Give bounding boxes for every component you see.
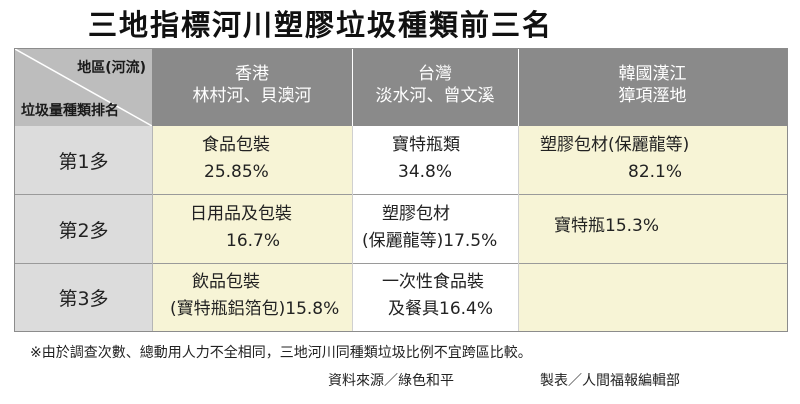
table-row: 第1多 食品包裝 25.85% 寶特瓶類 34.8% 塑膠包材(保麗龍等) 82…: [15, 126, 787, 194]
header-divider: [352, 49, 353, 126]
item-value: (寶特瓶鋁箔包)15.8%: [170, 299, 340, 319]
region-rivers: 獐項溼地: [618, 86, 687, 106]
table-cell: 寶特瓶類 34.8%: [352, 126, 518, 194]
header-corner-cell: 地區(河流) 垃圾量種類排名: [15, 49, 152, 126]
item-value: (保麗龍等)17.5%: [362, 231, 498, 251]
header-hongkong: 香港 林村河、貝澳河: [152, 49, 352, 126]
column-divider: [152, 126, 153, 331]
item-name: 塑膠包材: [382, 204, 450, 224]
column-divider: [518, 126, 519, 331]
region-name: 台灣: [418, 64, 452, 84]
table-row: 第2多 日用品及包裝 16.7% 塑膠包材 (保麗龍等)17.5% 寶特瓶15.…: [15, 195, 787, 263]
header-divider: [518, 49, 519, 126]
region-name: 韓國漢江: [618, 64, 687, 84]
region-rivers: 淡水河、曾文溪: [375, 86, 495, 106]
item-value: 16.7%: [226, 231, 281, 251]
table-cell: 一次性食品裝 及餐具16.4%: [352, 264, 518, 331]
table-maker-credit: 製表／人間福報編輯部: [540, 373, 680, 389]
table-cell-empty: [518, 264, 787, 331]
item-name: 一次性食品裝: [382, 272, 484, 292]
item-value: 25.85%: [204, 162, 269, 182]
item-name: 食品包裝: [202, 135, 270, 155]
item-value: 82.1%: [628, 162, 683, 182]
table-cell: 塑膠包材(保麗龍等) 82.1%: [518, 126, 787, 194]
corner-label-region: 地區(河流): [77, 60, 146, 76]
item-name: 塑膠包材(保麗龍等): [540, 135, 690, 155]
row-divider: [15, 263, 787, 264]
table-cell: 日用品及包裝 16.7%: [152, 195, 352, 263]
corner-label-rank: 垃圾量種類排名: [21, 103, 119, 119]
header-korea: 韓國漢江 獐項溼地: [518, 49, 787, 126]
table-cell: 寶特瓶15.3%: [518, 195, 787, 263]
footnote: ※由於調查次數、總動用人力不全相同，三地河川同種類垃圾比例不宜跨區比較。: [30, 345, 532, 361]
source-credit: 資料來源／綠色和平: [328, 373, 454, 389]
corner-diagonal-line: [15, 49, 152, 126]
item-value: 34.8%: [398, 162, 453, 182]
item-value: 及餐具16.4%: [388, 299, 494, 319]
region-rivers: 林村河、貝澳河: [192, 86, 312, 106]
region-name: 香港: [235, 64, 269, 84]
table-row: 第3多 飲品包裝 (寶特瓶鋁箔包)15.8% 一次性食品裝 及餐具16.4%: [15, 264, 787, 331]
rank-label: 第2多: [15, 195, 152, 263]
rank-label: 第1多: [15, 126, 152, 194]
item-name: 寶特瓶15.3%: [554, 216, 660, 236]
ranking-table: 地區(河流) 垃圾量種類排名 香港 林村河、貝澳河 台灣 淡水河、曾文溪 韓國漢…: [14, 48, 788, 332]
rank-label: 第3多: [15, 264, 152, 331]
table-cell: 飲品包裝 (寶特瓶鋁箔包)15.8%: [152, 264, 352, 331]
column-divider: [352, 126, 353, 331]
item-name: 寶特瓶類: [392, 135, 460, 155]
table-cell: 食品包裝 25.85%: [152, 126, 352, 194]
row-divider: [15, 194, 787, 195]
header-taiwan: 台灣 淡水河、曾文溪: [352, 49, 518, 126]
table-cell: 塑膠包材 (保麗龍等)17.5%: [352, 195, 518, 263]
item-name: 日用品及包裝: [190, 204, 292, 224]
item-name: 飲品包裝: [192, 272, 260, 292]
page-title: 三地指標河川塑膠垃圾種類前三名: [88, 8, 554, 42]
table-header: 地區(河流) 垃圾量種類排名 香港 林村河、貝澳河 台灣 淡水河、曾文溪 韓國漢…: [15, 49, 787, 126]
